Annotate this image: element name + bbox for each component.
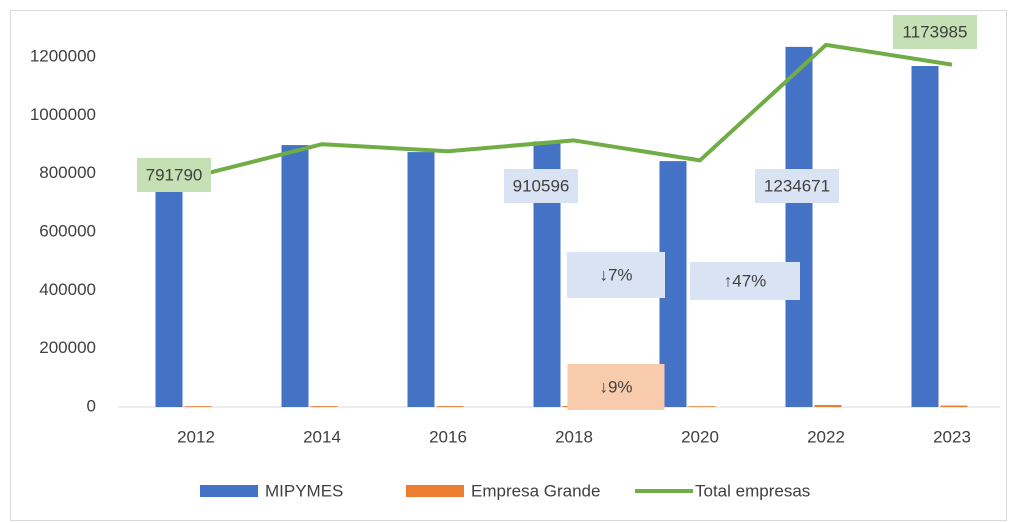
bar	[310, 406, 338, 407]
data-label-box	[137, 158, 211, 192]
data-label-box	[755, 169, 839, 203]
data-label-box	[504, 169, 578, 203]
annotation: ↓7%	[599, 265, 632, 284]
legend-label: Empresa Grande	[471, 481, 600, 500]
y-tick-label: 400000	[39, 280, 96, 299]
legend-swatch	[406, 485, 464, 497]
bar	[281, 145, 309, 408]
annotation: ↑47%	[724, 271, 767, 290]
x-tick-label: 2020	[681, 427, 719, 446]
x-tick-label: 2016	[429, 427, 467, 446]
y-tick-label: 0	[87, 396, 96, 415]
data-label: 791790	[146, 165, 203, 184]
legend-label: Total empresas	[695, 481, 810, 500]
legend-swatch	[200, 485, 258, 497]
y-tick-label: 600000	[39, 221, 96, 240]
data-label: 910596	[513, 176, 570, 195]
bar	[155, 176, 183, 407]
x-tick-label: 2012	[177, 427, 215, 446]
data-label: 1173985	[903, 22, 968, 41]
bar	[785, 46, 813, 407]
y-tick-label: 200000	[39, 338, 96, 357]
y-tick-label: 1200000	[30, 46, 96, 65]
annotation-box	[690, 262, 800, 300]
bar	[407, 152, 435, 407]
annotation-box	[567, 364, 665, 410]
legend-label: MIPYMES	[265, 481, 343, 500]
bar	[688, 406, 716, 407]
x-tick-label: 2018	[555, 427, 593, 446]
x-tick-label: 2022	[807, 427, 845, 446]
y-tick-label: 1000000	[30, 105, 96, 124]
annotation-box	[567, 252, 665, 298]
data-label: 1234671	[764, 176, 830, 195]
data-label-box	[893, 15, 977, 49]
bar	[911, 66, 939, 408]
y-tick-label: 800000	[39, 163, 96, 182]
annotation: ↓9%	[599, 377, 632, 396]
x-tick-label: 2014	[303, 427, 341, 446]
bar	[940, 405, 968, 407]
line	[195, 42, 953, 179]
bar	[436, 406, 464, 407]
x-tick-label: 2023	[933, 427, 971, 446]
bar	[184, 406, 212, 407]
bar	[814, 404, 842, 407]
